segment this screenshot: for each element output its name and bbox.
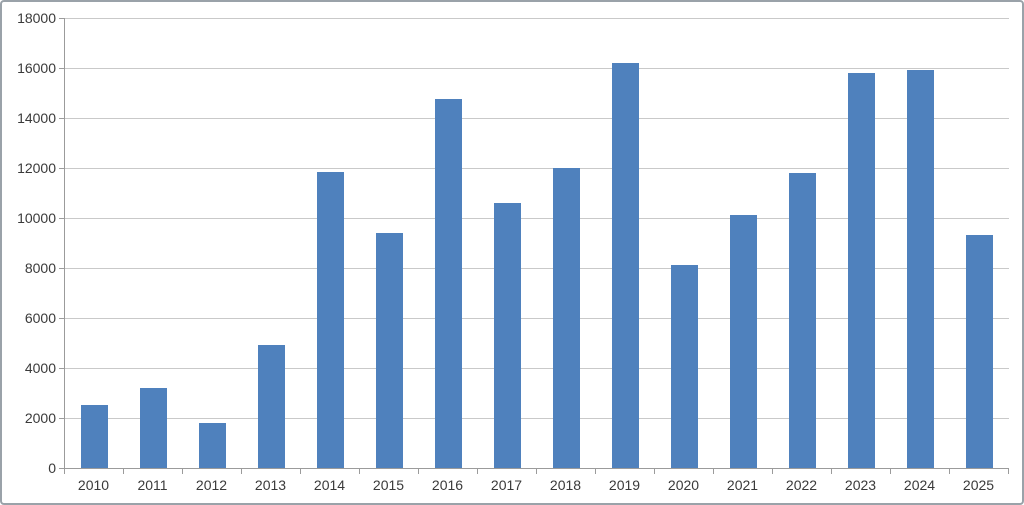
x-axis-tick (300, 469, 301, 474)
bar-2013 (258, 345, 285, 468)
x-tick-label-2012: 2012 (195, 477, 228, 493)
x-axis-tick (949, 469, 950, 474)
x-axis-tick (536, 469, 537, 474)
y-axis-tick (59, 468, 64, 469)
gridline-16000 (65, 68, 1009, 69)
y-tick-label-14000: 14000 (17, 110, 56, 126)
x-axis-tick (359, 469, 360, 474)
x-tick-label-2016: 2016 (431, 477, 464, 493)
x-tick-label-2019: 2019 (608, 477, 641, 493)
y-tick-label-4000: 4000 (24, 360, 56, 376)
x-axis-tick (772, 469, 773, 474)
bar-2021 (730, 215, 757, 468)
bar-2012 (199, 423, 226, 468)
y-tick-label-8000: 8000 (24, 260, 56, 276)
y-axis-tick (59, 18, 64, 19)
gridline-6000 (65, 318, 1009, 319)
x-axis-tick (713, 469, 714, 474)
x-axis-tick (595, 469, 596, 474)
bar-2010 (81, 405, 108, 468)
y-axis-tick (59, 68, 64, 69)
x-axis-tick (241, 469, 242, 474)
x-tick-label-2024: 2024 (903, 477, 936, 493)
x-tick-label-2018: 2018 (549, 477, 582, 493)
y-axis-tick (59, 318, 64, 319)
bar-2025 (966, 235, 993, 468)
x-tick-label-2010: 2010 (77, 477, 110, 493)
x-tick-label-2021: 2021 (726, 477, 759, 493)
gridline-4000 (65, 368, 1009, 369)
y-tick-label-12000: 12000 (17, 160, 56, 176)
x-axis-tick (831, 469, 832, 474)
gridline-18000 (65, 18, 1009, 19)
x-axis-tick (477, 469, 478, 474)
bar-2024 (907, 70, 934, 468)
gridline-14000 (65, 118, 1009, 119)
gridline-10000 (65, 218, 1009, 219)
gridline-12000 (65, 168, 1009, 169)
y-axis-tick (59, 418, 64, 419)
y-axis-tick (59, 118, 64, 119)
y-tick-label-10000: 10000 (17, 210, 56, 226)
x-tick-label-2013: 2013 (254, 477, 287, 493)
bar-2015 (376, 233, 403, 468)
plot-area (64, 18, 1009, 469)
x-tick-label-2023: 2023 (844, 477, 877, 493)
x-tick-label-2011: 2011 (137, 477, 168, 493)
bar-2017 (494, 203, 521, 468)
x-tick-label-2020: 2020 (667, 477, 700, 493)
bar-2016 (435, 99, 462, 468)
x-axis-tick (890, 469, 891, 474)
bar-2018 (553, 168, 580, 468)
y-tick-label-16000: 16000 (17, 60, 56, 76)
gridline-2000 (65, 418, 1009, 419)
bar-2019 (612, 63, 639, 468)
x-tick-label-2014: 2014 (313, 477, 346, 493)
x-tick-label-2017: 2017 (490, 477, 523, 493)
x-axis-tick (182, 469, 183, 474)
x-axis-tick (654, 469, 655, 474)
y-axis-tick (59, 168, 64, 169)
bar-2022 (789, 173, 816, 468)
x-tick-label-2015: 2015 (372, 477, 405, 493)
x-axis-tick (418, 469, 419, 474)
x-axis-tick (64, 469, 65, 474)
bar-2014 (317, 172, 344, 468)
x-tick-label-2025: 2025 (962, 477, 995, 493)
bar-2023 (848, 73, 875, 468)
bar-2020 (671, 265, 698, 468)
gridline-8000 (65, 268, 1009, 269)
y-tick-label-2000: 2000 (24, 410, 56, 426)
x-tick-label-2022: 2022 (785, 477, 818, 493)
x-axis-tick (123, 469, 124, 474)
y-axis-tick (59, 268, 64, 269)
bar-2011 (140, 388, 167, 468)
y-axis-tick (59, 218, 64, 219)
y-tick-label-0: 0 (48, 460, 56, 476)
y-tick-label-6000: 6000 (24, 310, 56, 326)
y-tick-label-18000: 18000 (17, 10, 56, 26)
x-axis-tick (1008, 469, 1009, 474)
y-axis-tick (59, 368, 64, 369)
